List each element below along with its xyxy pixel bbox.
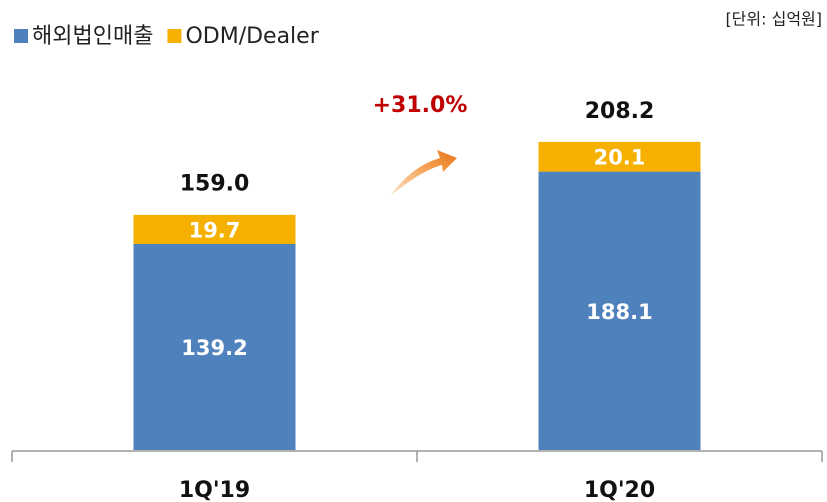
legend-swatch — [14, 29, 28, 43]
total-label: 159.0 — [180, 172, 250, 197]
value-label: 19.7 — [189, 218, 241, 242]
bar-segment — [133, 214, 296, 244]
unit-label: [단위: 십억원] — [725, 10, 822, 29]
bar-segment — [538, 171, 701, 450]
legend-label: 해외법인매출 — [32, 24, 153, 49]
bar-segment — [133, 243, 296, 450]
growth-arrow — [390, 150, 457, 196]
bar-segment — [538, 141, 701, 172]
x-tick-label: 1Q'20 — [584, 478, 655, 502]
total-label: 208.2 — [585, 99, 655, 124]
value-label: 139.2 — [181, 336, 247, 360]
growth-annotation: +31.0% — [373, 93, 468, 118]
value-label: 188.1 — [586, 300, 652, 324]
value-label: 20.1 — [594, 146, 646, 170]
x-tick-label: 1Q'19 — [179, 478, 250, 502]
legend-label: ODM/Dealer — [185, 24, 319, 49]
legend-swatch — [167, 29, 182, 43]
